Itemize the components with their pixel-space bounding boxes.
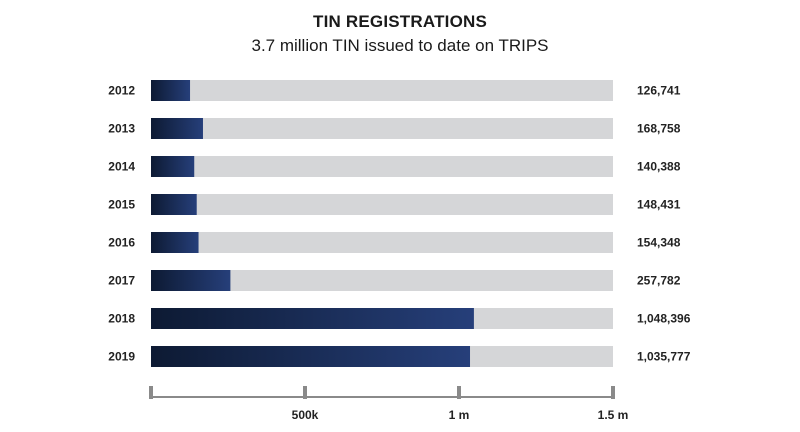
x-tick-2 [457,386,461,399]
category-label-2014: 2014 [108,160,135,174]
x-tick-label-3: 1.5 m [598,408,629,422]
chart-title: TIN REGISTRATIONS [312,12,488,31]
x-tick-label-2: 1 m [449,408,470,422]
x-axis: 500k 1 m 1.5 m [149,386,628,422]
bar-2014 [151,156,195,177]
category-label-2019: 2019 [108,350,135,364]
bar-2012 [151,80,191,101]
bar-2015 [151,194,197,215]
value-label-2017: 257,782 [637,274,681,288]
category-label-2015: 2015 [108,198,135,212]
bar-track-2013 [151,118,613,139]
bar-track-2014 [151,156,613,177]
category-label-2016: 2016 [108,236,135,250]
bar-2016 [151,232,199,253]
category-label-2012: 2012 [108,84,135,98]
bar-track-2017 [151,270,613,291]
x-tick-1 [303,386,307,399]
bar-2018 [151,308,474,329]
bar-2017 [151,270,231,291]
category-label-2017: 2017 [108,274,135,288]
bar-2019 [151,346,471,367]
value-label-2018: 1,048,396 [637,312,691,326]
bar-track-2016 [151,232,613,253]
x-tick-label-1: 500k [292,408,319,422]
x-tick-0 [149,386,153,399]
value-label-2015: 148,431 [637,198,681,212]
category-label-2013: 2013 [108,122,135,136]
value-label-2014: 140,388 [637,160,681,174]
x-tick-3 [611,386,615,399]
category-label-2018: 2018 [108,312,135,326]
value-label-2019: 1,035,777 [637,350,691,364]
chart-subtitle: 3.7 million TIN issued to date on TRIPS [251,36,549,55]
bar-track-2012 [151,80,613,101]
bars-group: 2012 126,741 2013 168,758 2014 140,388 2015 148… [108,80,691,367]
value-label-2012: 126,741 [637,84,681,98]
bar-2013 [151,118,203,139]
value-label-2016: 154,348 [637,236,681,250]
bar-track-2015 [151,194,613,215]
value-label-2013: 168,758 [637,122,681,136]
